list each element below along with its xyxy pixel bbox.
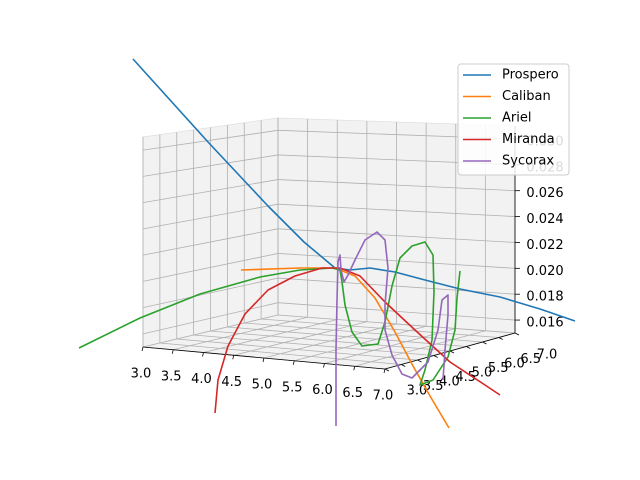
z-gridline-back [277,228,516,243]
z-tick-label: 0.018 [526,290,563,305]
x-tick-label: 6.0 [312,383,333,398]
y-tick-mark [514,332,520,336]
legend-label-ariel: Ariel [502,111,531,126]
z-tick-label: 0.026 [526,186,563,201]
y-gridline-floor [227,326,467,347]
y-gridline-floor [159,342,402,365]
y-tick-label: 3.0 [407,384,428,399]
z-tick-label: 0.016 [526,316,563,331]
y-gridline-floor [277,314,516,334]
legend-label-caliban: Caliban [502,89,551,104]
z-gridline-back [277,203,516,217]
z-tick-label: 0.024 [526,212,563,227]
legend-label-miranda: Miranda [502,132,555,147]
z-gridline-left [142,203,279,230]
x-tick-mark [323,363,325,368]
legend-label-prospero: Prospero [502,68,559,83]
x-tick-mark [262,357,265,363]
series-line-ariel [78,241,461,386]
legend-label-sycorax: Sycorax [502,154,554,169]
y-tick-label: 4.5 [455,370,476,385]
y-tick-label: 4.0 [439,375,460,390]
x-tick-label: 3.5 [161,369,182,384]
legend: Prospero Caliban Ariel Miranda Sycorax [457,63,570,176]
y-tick-mark [498,337,503,340]
x-tick-label: 5.5 [282,380,303,395]
x-tick-mark [171,349,174,354]
y-gridline-floor [210,330,451,352]
x-tick-label: 4.0 [191,372,212,387]
x-tick-label: 7.0 [373,389,394,404]
y-gridline-floor [261,318,499,338]
legend-box [457,63,570,176]
y-tick-mark [449,350,455,354]
y-tick-label: 6.5 [520,352,541,367]
y-tick-label: 7.0 [537,348,558,363]
x-tick-label: 4.5 [221,375,242,390]
x-tick-label: 6.5 [342,386,363,401]
y-tick-mark [401,364,406,367]
y-tick-label: 5.0 [472,366,493,381]
x-tick-mark [141,346,144,352]
x-tick-mark [202,352,204,357]
z-gridline-left [142,302,279,335]
x-tick-mark [292,360,295,365]
x-tick-label: 3.0 [131,367,152,382]
series-lines [78,58,576,429]
z-gridline-left [142,253,279,282]
y-tick-label: 6.0 [504,357,525,372]
x-tick-mark [353,366,356,371]
z-gridline-left [142,129,279,151]
z-gridline-left [142,277,279,309]
y-tick-mark [466,346,471,349]
x-tick-mark [232,355,235,360]
z-tick-label: 0.020 [526,264,563,279]
y-gridline-floor [176,338,418,361]
z-tick-label: 0.022 [526,238,563,253]
y-gridline-floor [193,334,434,356]
y-tick-mark [482,341,487,345]
z-gridline-left [142,228,279,256]
z-gridline-back [277,179,516,192]
y-tick-mark [384,368,390,372]
series-line-caliban [240,267,450,429]
series-line-prospero [132,58,576,322]
z-gridline-back [277,302,516,321]
z-gridline-back [277,253,516,269]
y-tick-mark [417,359,422,363]
y-tick-mark [433,355,438,358]
y-tick-label: 5.5 [488,361,509,376]
z-gridline-left [142,154,279,177]
series-line-sycorax [335,231,449,426]
y-gridline-floor [244,322,483,343]
z-gridline-left [142,179,279,204]
x-tick-label: 5.0 [252,378,273,393]
x-tick-mark [383,368,386,374]
